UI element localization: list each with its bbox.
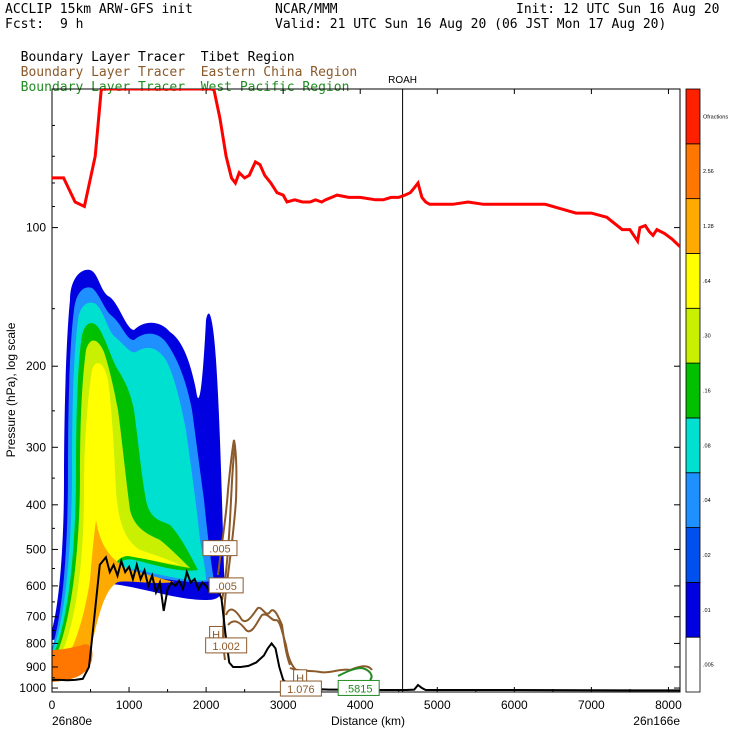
legend-region: Eastern China Region: [200, 65, 358, 80]
contour-label: H: [212, 629, 220, 641]
x-tick-label: 0: [49, 698, 56, 712]
valid-time: Valid: 21 UTC Sun 16 Aug 20 (06 JST Mon …: [275, 17, 667, 32]
fcst-value: 9 h: [60, 17, 84, 32]
colorbar-label: .16: [703, 389, 711, 395]
contour-label: .5815: [345, 683, 373, 695]
legend-prefix: Boundary Layer Tracer: [20, 80, 186, 95]
colorbar-swatch: [685, 198, 701, 254]
legend-region: West Pacific Region: [200, 80, 350, 95]
colorbar-label: 1.28: [703, 224, 714, 230]
colorbar-label: .04: [703, 498, 711, 504]
legend-line-west-pacific: Boundary Layer Tracer West Pacific Regio…: [5, 65, 350, 95]
colorbar-swatch: [685, 307, 701, 364]
x-tick-label: 2000: [193, 698, 220, 712]
colorbar: .005 .01 .02 .04 .08 .16 .30 .64 1.28 2.56 Ofracti…: [685, 88, 728, 693]
colorbar-label: .08: [703, 443, 711, 449]
right-endpoint-label: 26n166e: [633, 714, 680, 728]
legend-prefix: Boundary Layer Tracer: [20, 65, 186, 80]
contour-label-box: [279, 680, 322, 697]
contour-line: [227, 613, 297, 671]
colorbar-label: 2.56: [703, 169, 714, 175]
y-tick-label: 200: [26, 359, 46, 373]
model-title: ACCLIP 15km ARW-GFS init: [5, 2, 193, 17]
x-tick-label: 1000: [116, 698, 143, 712]
colorbar-label: .30: [703, 334, 711, 340]
contour-line: [225, 606, 291, 666]
y-tick-label: 900: [26, 660, 46, 674]
y-tick-label: 700: [26, 610, 46, 624]
contour-label: 1.002: [212, 641, 240, 653]
contour-label: H: [296, 673, 304, 685]
y-tick-label: 100: [26, 221, 46, 235]
legend-region: Tibet Region: [200, 50, 295, 65]
y-tick-label: 1000: [19, 681, 46, 695]
contour-label: 1.076: [287, 684, 315, 696]
shade-layer: [52, 520, 175, 682]
legend-prefix: Boundary Layer Tracer: [20, 50, 186, 65]
colorbar-label: .64: [703, 279, 711, 285]
west-pacific-contours: [337, 666, 373, 681]
x-tick-label: 8000: [655, 698, 682, 712]
x-tick-label: 3000: [270, 698, 297, 712]
contour-line: [337, 666, 373, 681]
y-tick-label: 300: [26, 440, 46, 454]
colorbar-label: .02: [703, 553, 711, 559]
init-time: Init: 12 UTC Sun 16 Aug 20: [516, 2, 720, 17]
colorbar-swatch: [685, 417, 701, 474]
contour-label: .005: [215, 581, 236, 593]
contour-label-box: [202, 540, 238, 557]
y-tick-label: 600: [26, 579, 46, 593]
colorbar-swatch: [685, 143, 701, 200]
station-label: ROAH: [388, 75, 417, 86]
x-tick-label: 5000: [424, 698, 451, 712]
colorbar-swatch: [685, 88, 701, 145]
shade-layer: [52, 363, 180, 675]
x-axis-title: Distance (km): [331, 714, 405, 728]
colorbar-label: Ofractions: [703, 114, 728, 120]
center-name: NCAR/MMM: [275, 2, 338, 17]
colorbar-swatch: [685, 253, 701, 309]
colorbar-swatch: [685, 362, 701, 419]
colorbar-swatch: [685, 581, 701, 638]
contour-label-box: [337, 679, 380, 696]
y-tick-label: 400: [26, 498, 46, 512]
legend-line-eastern-china: Boundary Layer Tracer Eastern China Regi…: [5, 50, 358, 80]
colorbar-swatch: [685, 636, 701, 693]
x-tick-label: 4000: [347, 698, 374, 712]
shade-layer: [52, 644, 93, 682]
fcst-label: Fcst:: [5, 17, 45, 32]
colorbar-swatch: [685, 472, 701, 528]
colorbar-swatch: [685, 527, 701, 583]
left-endpoint-label: 26n80e: [52, 714, 92, 728]
y-tick-label: 800: [26, 636, 46, 650]
contour-label: .005: [209, 544, 230, 556]
y-axis-title: Pressure (hPa), log scale: [4, 322, 18, 457]
contour-label-box: [205, 637, 248, 654]
contour-line: [217, 439, 238, 661]
legend-line-tibet: Boundary Layer Tracer Tibet Region: [5, 35, 295, 65]
y-tick-label: 500: [26, 542, 46, 556]
x-tick-label: 7000: [578, 698, 605, 712]
colorbar-label: .005: [703, 663, 714, 669]
eastern-china-contours: [217, 439, 373, 674]
contour-label-box: [208, 577, 244, 594]
tracer-shading: [52, 269, 225, 682]
colorbar-label: .01: [703, 608, 711, 614]
tropopause-line: [52, 89, 680, 248]
axes: 0 1000 2000 3000 4000 5000 6000 7000 80001002003…: [19, 75, 682, 712]
x-tick-label: 6000: [501, 698, 528, 712]
